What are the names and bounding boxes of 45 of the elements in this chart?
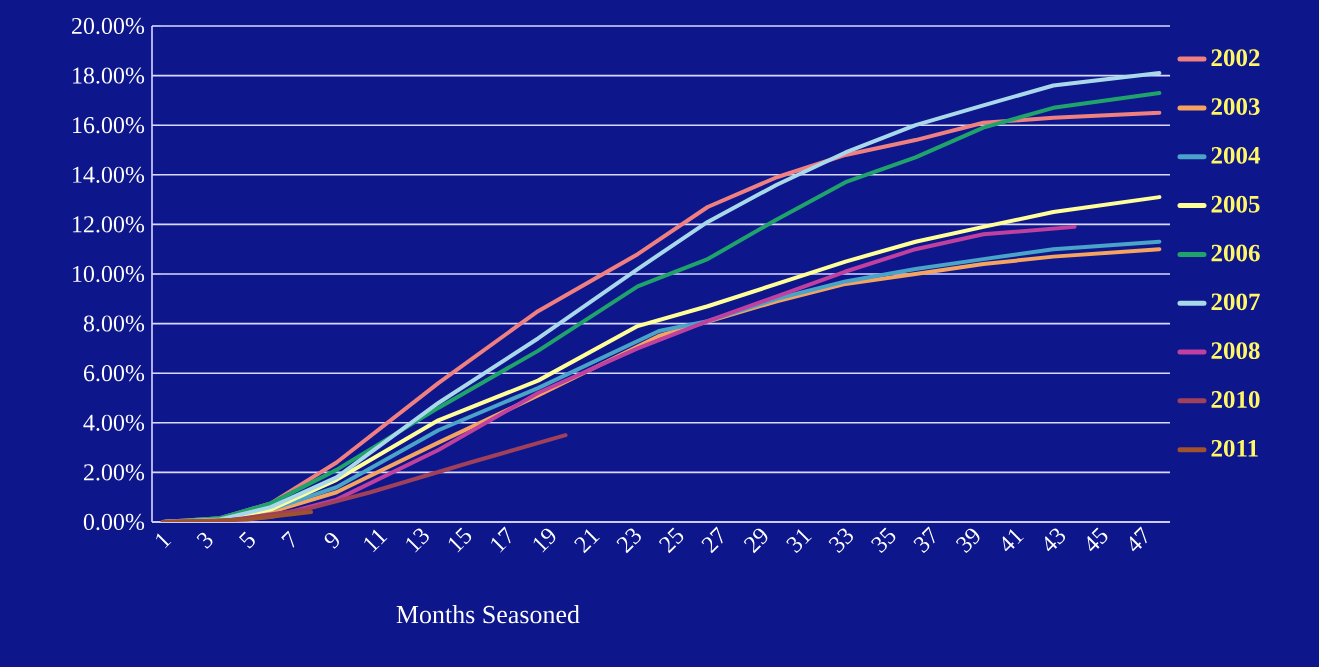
y-tick-label: 18.00% <box>73 67 145 84</box>
legend-label: 2003 <box>1211 98 1260 115</box>
x-tick-label: 25 <box>658 527 684 554</box>
x-tick-label: 39 <box>955 528 980 553</box>
y-tick-label: 14.00% <box>73 166 145 183</box>
y-tick-label: 20.00% <box>72 17 145 35</box>
y-tick-label: 8.00% <box>83 315 145 332</box>
x-tick-label: 23 <box>616 528 641 554</box>
x-tick-label: 45 <box>1087 527 1108 552</box>
x-tick-label: 21 <box>574 529 600 554</box>
x-tick-label: 37 <box>913 526 935 553</box>
y-tick-label: 10.00% <box>73 265 145 283</box>
legend-label: 2008 <box>1211 342 1260 360</box>
legend-label: 2002 <box>1211 49 1260 67</box>
y-tick-label: 2.00% <box>84 464 145 481</box>
x-tick-label: 41 <box>1002 529 1024 552</box>
x-tick-label: 11 <box>364 529 388 553</box>
x-tick-label: 5 <box>238 531 255 549</box>
y-tick-label: 4.00% <box>83 414 145 431</box>
legend-label: 2010 <box>1211 391 1260 408</box>
legend-label: 2005 <box>1211 195 1260 213</box>
x-tick-label: 9 <box>324 532 339 549</box>
x-axis-title: Months Seasoned <box>396 605 580 624</box>
x-tick-label: 31 <box>786 529 812 553</box>
x-tick-label: 35 <box>871 527 896 553</box>
x-tick-label: 47 <box>1129 526 1147 552</box>
x-tick-label: 17 <box>491 526 511 553</box>
x-tick-label: 1 <box>156 533 172 549</box>
y-tick-label: 0.00% <box>83 513 145 531</box>
x-tick-label: 27 <box>701 526 723 554</box>
legend-label: 2007 <box>1211 293 1260 311</box>
x-tick-label: 3 <box>196 532 213 549</box>
x-tick-label: 15 <box>448 527 472 553</box>
legend-label: 2004 <box>1211 146 1261 164</box>
x-tick-label: 29 <box>743 528 768 554</box>
legend-label: 2006 <box>1211 244 1260 262</box>
y-tick-label: 6.00% <box>83 365 145 382</box>
x-tick-label: 19 <box>533 528 556 553</box>
x-tick-label: 43 <box>1045 528 1066 552</box>
y-tick-label: 16.00% <box>73 117 145 134</box>
x-tick-label: 33 <box>828 528 853 553</box>
legend-label: 2011 <box>1211 439 1258 457</box>
x-tick-label: 7 <box>281 530 295 548</box>
y-tick-label: 12.00% <box>73 216 145 233</box>
x-tick-label: 13 <box>406 528 429 553</box>
